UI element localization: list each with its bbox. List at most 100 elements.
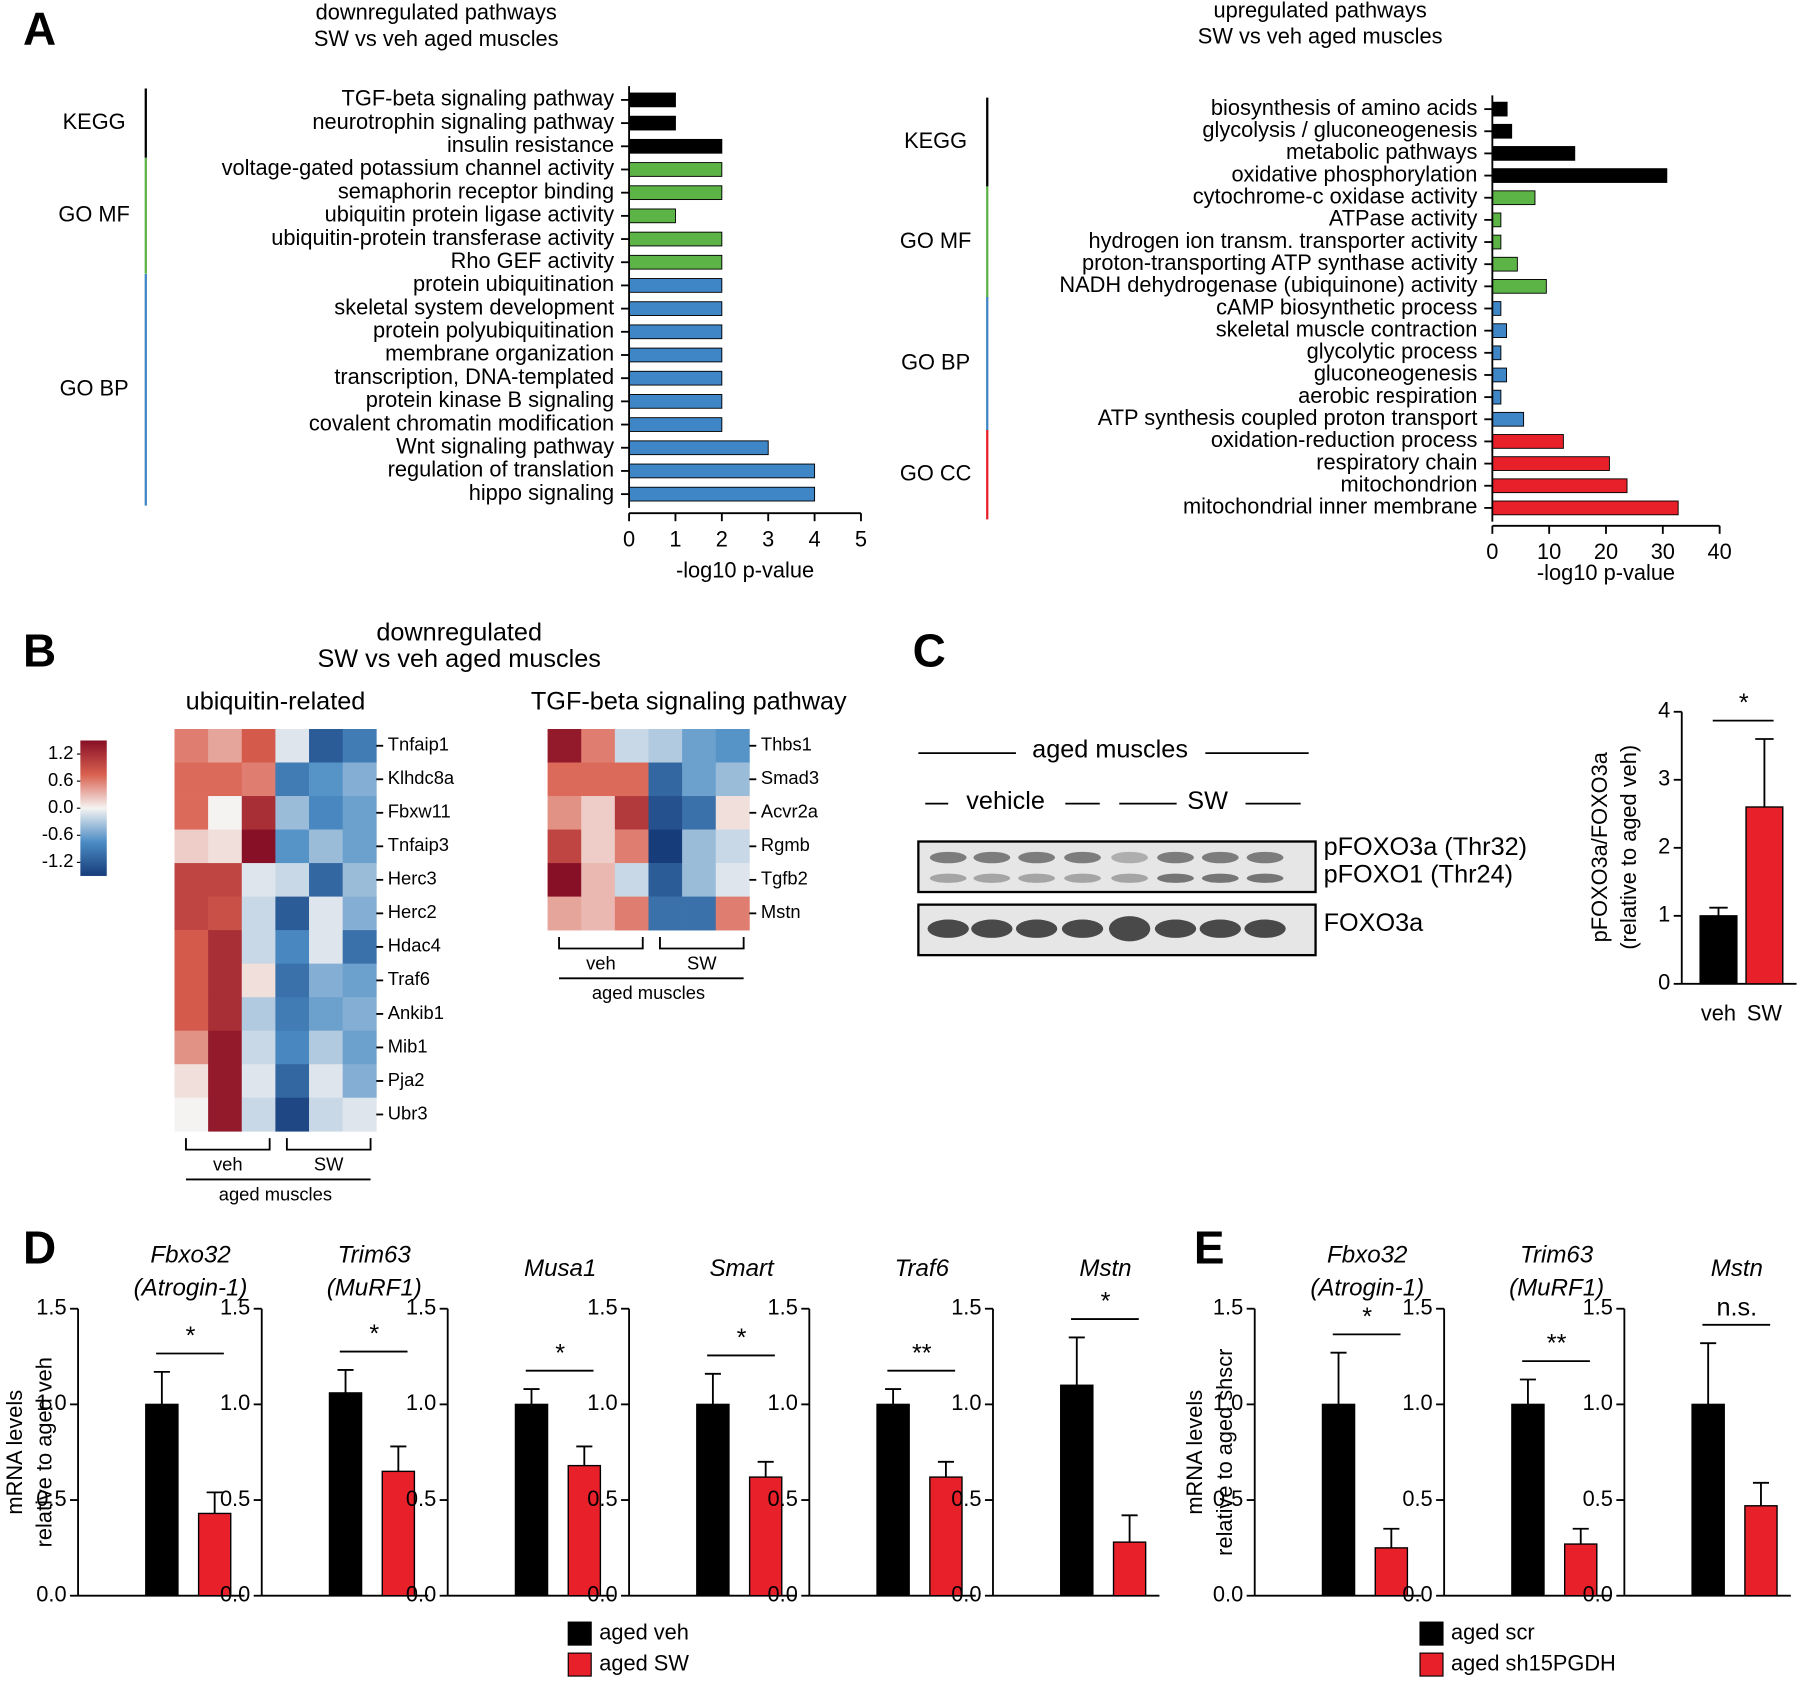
column-group-label: SW	[687, 952, 717, 973]
row-label: Tnfaip3	[388, 834, 449, 855]
category-label: ubiquitin-protein transferase activity	[271, 225, 614, 250]
bar	[145, 1403, 179, 1597]
heatmap-cell	[309, 829, 344, 864]
heatmap-cell	[715, 863, 750, 897]
heatmap-cell	[241, 896, 276, 931]
heatmap-cell	[309, 762, 344, 797]
bar	[696, 1403, 730, 1597]
y-tick-label: 0.5	[406, 1486, 436, 1511]
x-axis-label: -log10 p-value	[1537, 560, 1675, 585]
legend-swatch	[567, 1652, 592, 1677]
category-label: Wnt signaling pathway	[396, 434, 614, 459]
bar	[1060, 1384, 1094, 1597]
category-label: aerobic respiration	[1298, 383, 1477, 408]
legend-label: aged veh	[599, 1619, 689, 1644]
error-bar	[1519, 1378, 1536, 1405]
colorbar	[80, 740, 107, 876]
heatmap-cell	[241, 1030, 276, 1065]
bar	[628, 440, 769, 456]
bar	[628, 162, 723, 177]
error-bar	[1383, 1527, 1400, 1548]
heatmap-cell	[275, 729, 310, 763]
error-bar	[206, 1491, 223, 1514]
heatmap-cell	[208, 796, 243, 830]
heatmap-cell	[275, 1030, 310, 1065]
x-tick-label: 1	[669, 527, 681, 552]
heatmap-cell	[309, 997, 344, 1032]
row-label: Rgmb	[761, 834, 810, 855]
error-bar	[757, 1460, 774, 1478]
bar	[1491, 500, 1679, 516]
x-tick-label: 3	[762, 527, 774, 552]
blot-band	[1108, 916, 1151, 942]
bar	[876, 1403, 910, 1597]
significance-label: *	[737, 1324, 747, 1352]
heatmap-cell	[614, 796, 649, 830]
y-tick-label: 1.5	[587, 1294, 617, 1319]
x-tick-label: veh	[1701, 1001, 1736, 1026]
chart-title: SW vs veh aged muscles	[314, 26, 559, 51]
row-label: Traf6	[388, 968, 430, 989]
y-tick-label: 1.0	[220, 1390, 250, 1415]
heatmap-cell	[174, 762, 209, 797]
error-bar	[1700, 1342, 1717, 1405]
blot-group: vehicle	[966, 787, 1045, 815]
bar	[628, 347, 723, 363]
error-bar	[704, 1372, 721, 1405]
y-axis-label: mRNA levels	[2, 1390, 27, 1515]
y-axis-label: relative to aged veh	[32, 1357, 57, 1547]
blot-band	[1061, 919, 1104, 938]
bar	[1491, 212, 1502, 228]
category-label: mitochondrion	[1341, 472, 1478, 497]
category-label: neurotrophin signaling pathway	[312, 109, 614, 134]
heatmap-cell	[581, 796, 616, 830]
y-tick-label: 0.0	[406, 1581, 436, 1606]
category-label: protein polyubiquitination	[373, 318, 614, 343]
heatmap-cell	[208, 1064, 243, 1099]
error-bar	[937, 1460, 954, 1478]
row-label: Tgfb2	[761, 868, 808, 889]
chart-title: downregulated	[376, 618, 542, 646]
error-bar	[1068, 1336, 1085, 1386]
category-label: oxidative phosphorylation	[1231, 161, 1477, 186]
y-tick-label: 4	[1658, 698, 1670, 723]
significance-label: *	[555, 1339, 565, 1367]
significance-label: *	[1101, 1288, 1111, 1316]
error-bar	[337, 1369, 354, 1393]
heatmap-cell	[174, 997, 209, 1032]
heatmap-cell	[581, 896, 616, 931]
error-bar	[1572, 1527, 1589, 1545]
category-label: insulin resistance	[447, 132, 614, 157]
category-label: hippo signaling	[469, 480, 614, 505]
category-label: glycolysis / gluconeogenesis	[1202, 117, 1477, 142]
bar	[328, 1392, 363, 1597]
category-label: regulation of translation	[388, 457, 615, 482]
chart-title: Mstn	[1079, 1255, 1131, 1282]
row-label: Herc2	[388, 901, 437, 922]
bar	[628, 463, 816, 479]
heatmap-cell	[342, 1064, 377, 1099]
heatmap-cell	[648, 829, 683, 864]
heatmap-cell	[715, 729, 750, 763]
error-bar	[1330, 1351, 1347, 1405]
y-tick-label: 1.0	[36, 1390, 66, 1415]
error-bar	[576, 1445, 593, 1466]
band-label: pFOXO3a (Thr32)	[1324, 833, 1527, 861]
heatmap-cell	[309, 963, 344, 998]
y-tick-label: 0.5	[36, 1486, 66, 1511]
category-label: mitochondrial inner membrane	[1183, 494, 1477, 519]
colorbar-tick-label: 0.0	[48, 796, 74, 817]
group-bracket	[558, 937, 644, 950]
heatmap-cell	[547, 896, 582, 931]
heatmap-cell	[241, 762, 276, 797]
y-tick-label: 1.5	[951, 1294, 981, 1319]
x-tick-label: 10	[1537, 539, 1561, 564]
heatmap-cell	[241, 796, 276, 830]
y-tick-label: 0.5	[951, 1486, 981, 1511]
heatmap-cell	[309, 729, 344, 763]
bar	[628, 208, 676, 224]
heatmap-cell	[715, 896, 750, 931]
row-label: Acvr2a	[761, 801, 819, 822]
legend-swatch	[567, 1621, 592, 1646]
